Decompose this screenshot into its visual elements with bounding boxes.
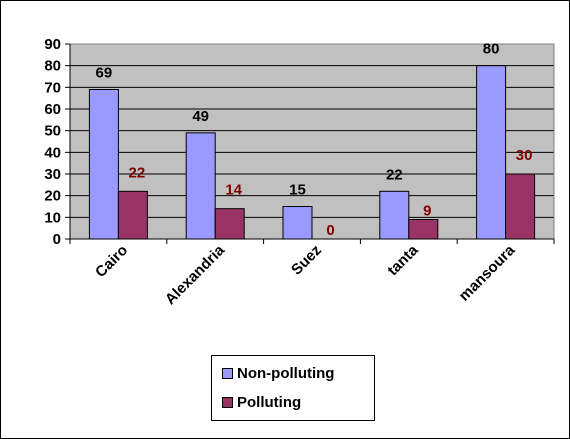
data-label-non-polluting: 22: [386, 166, 403, 183]
bar-polluting: [408, 219, 439, 240]
legend: Non-polluting Polluting: [211, 355, 375, 421]
y-tick-label: 30: [44, 166, 61, 183]
bar-non-polluting: [88, 89, 119, 240]
y-tick-label: 60: [44, 101, 61, 118]
data-label-non-polluting: 69: [96, 65, 113, 82]
y-tick-label: 10: [44, 209, 61, 226]
legend-label-non-polluting: Non-polluting: [237, 365, 335, 382]
y-tick-label: 20: [44, 188, 61, 205]
bar-non-polluting: [185, 132, 216, 240]
x-category-label: Alexandria: [162, 241, 229, 308]
bar-non-polluting: [282, 206, 313, 240]
x-category-label: mansoura: [456, 241, 519, 304]
legend-label-polluting: Polluting: [237, 394, 302, 411]
legend-swatch-polluting: [222, 397, 233, 408]
y-tick-label: 70: [44, 79, 61, 96]
data-label-non-polluting: 49: [192, 108, 209, 125]
data-label-polluting: 30: [516, 147, 533, 164]
y-tick-label: 80: [44, 58, 61, 75]
y-tick-label: 40: [44, 144, 61, 161]
x-category-label: tanta: [384, 241, 422, 279]
bar-non-polluting: [379, 190, 410, 240]
bar-non-polluting: [476, 65, 507, 240]
data-label-polluting: 14: [225, 182, 242, 199]
legend-item-polluting: Polluting: [222, 394, 301, 411]
data-label-polluting: 9: [423, 203, 431, 220]
data-label-polluting: 22: [129, 164, 146, 181]
legend-swatch-non-polluting: [222, 368, 233, 379]
x-category-label: Cairo: [92, 242, 131, 281]
legend-item-non-polluting: Non-polluting: [222, 365, 334, 382]
data-label-polluting: 0: [326, 222, 334, 239]
x-category-label: Suez: [288, 242, 325, 279]
bar-polluting: [505, 173, 536, 240]
y-tick-label: 0: [53, 231, 61, 248]
data-label-non-polluting: 80: [483, 41, 500, 58]
y-tick-label: 50: [44, 123, 61, 140]
y-tick-label: 90: [44, 36, 61, 53]
bar-polluting: [117, 190, 148, 240]
bar-polluting: [214, 208, 245, 240]
data-label-non-polluting: 15: [289, 182, 306, 199]
